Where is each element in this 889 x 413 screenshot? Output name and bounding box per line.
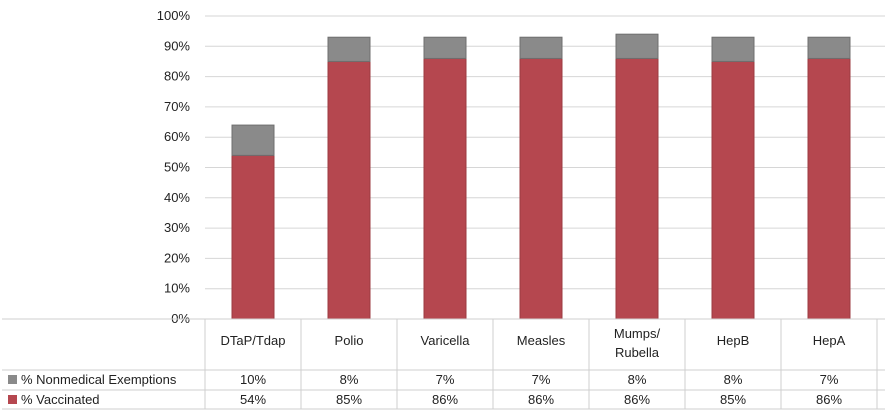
y-tick-label: 40% — [164, 190, 190, 205]
data-label: 7% — [820, 372, 839, 387]
data-label: 86% — [624, 392, 650, 407]
category-label: Measles — [517, 333, 566, 348]
data-label: 85% — [336, 392, 362, 407]
y-tick-label: 80% — [164, 69, 190, 84]
y-tick-label: 30% — [164, 220, 190, 235]
category-label: Polio — [335, 333, 364, 348]
bars — [231, 33, 851, 320]
legend-label: % Vaccinated — [21, 392, 100, 407]
bar-nonmedical-exemptions — [231, 124, 275, 156]
legend-key — [8, 375, 17, 384]
data-label: 86% — [432, 392, 458, 407]
data-label: 54% — [240, 392, 266, 407]
bar-vaccinated — [519, 57, 563, 320]
data-label: 85% — [720, 392, 746, 407]
data-label: 86% — [528, 392, 554, 407]
y-tick-label: 100% — [157, 8, 191, 23]
bar-nonmedical-exemptions — [711, 36, 755, 62]
y-tick-label: 10% — [164, 281, 190, 296]
y-tick-label: 20% — [164, 250, 190, 265]
bar-vaccinated — [327, 60, 371, 320]
bar-vaccinated — [615, 57, 659, 320]
bar-nonmedical-exemptions — [519, 36, 563, 59]
bar-nonmedical-exemptions — [327, 36, 371, 62]
y-tick-label: 90% — [164, 38, 190, 53]
bar-vaccinated — [231, 154, 275, 320]
legend-label: % Nonmedical Exemptions — [21, 372, 177, 387]
y-tick-label: 60% — [164, 129, 190, 144]
bar-vaccinated — [807, 57, 851, 320]
category-label: HepA — [813, 333, 846, 348]
bar-vaccinated — [711, 60, 755, 320]
category-label: DTaP/Tdap — [220, 333, 285, 348]
data-label: 8% — [724, 372, 743, 387]
category-label: Mumps/Rubella — [614, 326, 661, 360]
category-label: HepB — [717, 333, 750, 348]
category-label: Varicella — [421, 333, 471, 348]
bar-nonmedical-exemptions — [423, 36, 467, 59]
data-table: DTaP/Tdap Polio Varicella Measles Mumps/Rube… — [2, 318, 885, 410]
bar-vaccinated — [423, 57, 467, 320]
data-label: 10% — [240, 372, 266, 387]
y-axis-ticks: 0%10%20%30%40%50%60%70%80%90%100% — [157, 8, 191, 326]
bar-nonmedical-exemptions — [807, 36, 851, 59]
data-label: 8% — [340, 372, 359, 387]
data-label: 7% — [532, 372, 551, 387]
data-label: 86% — [816, 392, 842, 407]
data-label: 8% — [628, 372, 647, 387]
bar-nonmedical-exemptions — [615, 33, 659, 59]
data-label: 7% — [436, 372, 455, 387]
y-tick-label: 70% — [164, 99, 190, 114]
y-tick-label: 50% — [164, 160, 190, 175]
legend-key — [8, 395, 17, 404]
